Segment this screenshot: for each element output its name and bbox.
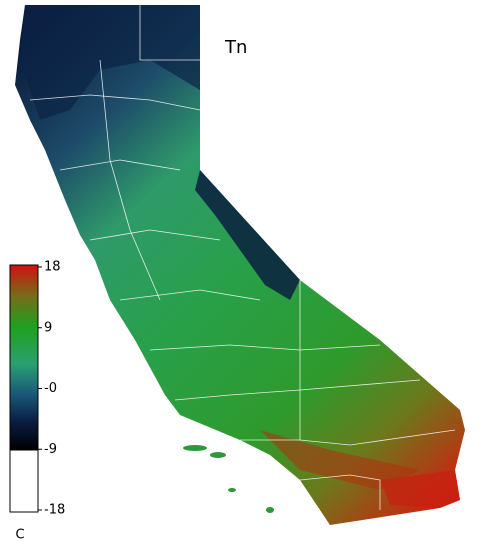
county-line bbox=[119, 289, 261, 301]
north-cold bbox=[20, 5, 200, 120]
county-line bbox=[174, 379, 421, 401]
sierra-cold bbox=[195, 170, 300, 300]
colorbar-tick-label: -9 bbox=[44, 442, 57, 457]
county-line bbox=[59, 159, 181, 171]
california bbox=[15, 5, 465, 525]
island bbox=[183, 445, 207, 451]
county-line bbox=[89, 229, 221, 241]
colorbar-unit: C bbox=[15, 528, 24, 543]
island bbox=[210, 452, 226, 458]
colorbar bbox=[9, 264, 39, 513]
inland-hot bbox=[260, 430, 420, 490]
colorbar-tick-label: 18 bbox=[44, 260, 61, 275]
state-shape bbox=[15, 5, 465, 525]
colorbar-tick-label: 9 bbox=[44, 320, 52, 335]
colorbar-tick-label: -0 bbox=[44, 381, 57, 396]
colorbar-tick-label: -18 bbox=[44, 503, 65, 518]
map-title: Tn bbox=[224, 37, 247, 58]
county-line bbox=[139, 5, 200, 61]
county-line bbox=[299, 474, 381, 510]
county-line bbox=[240, 429, 456, 446]
island bbox=[266, 507, 274, 513]
county-line bbox=[29, 94, 201, 111]
island bbox=[228, 488, 236, 492]
county-line bbox=[149, 344, 381, 351]
county-line bbox=[99, 59, 161, 301]
